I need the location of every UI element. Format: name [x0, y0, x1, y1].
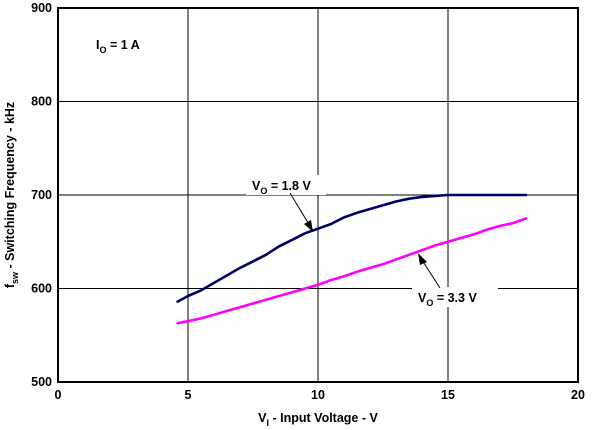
x-tick-label-1: 5	[185, 388, 192, 402]
label-arrow-line	[289, 192, 311, 227]
plot-frame	[57, 7, 579, 383]
x-tick-label-3: 15	[441, 388, 455, 402]
x-tick-labels: 0 5 10 15 20	[55, 388, 585, 402]
series-label-vo-3-3: VO = 3.3 V	[412, 253, 498, 308]
y-tick-label-1: 600	[31, 282, 52, 296]
condition-label: IO = 1 A	[96, 38, 140, 55]
x-tick-label-2: 10	[311, 388, 325, 402]
series-label-text: VO = 1.8 V	[252, 179, 311, 196]
label-arrow-line	[421, 259, 441, 289]
series-label-text: VO = 3.3 V	[418, 291, 477, 308]
label-background	[412, 287, 498, 307]
y-axis-title: fsw - Switching Frequency - kHz	[3, 102, 20, 288]
label-arrow-head	[304, 220, 313, 232]
y-tick-label-2: 700	[31, 188, 52, 202]
y-tick-labels: 500 600 700 800 900	[31, 1, 52, 389]
x-tick-label-4: 20	[571, 388, 585, 402]
x-axis-title: VI - Input Voltage - V	[258, 411, 378, 428]
label-background	[246, 175, 326, 195]
x-tick-label-0: 0	[55, 388, 62, 402]
series-lines	[176, 193, 528, 325]
y-tick-label-0: 500	[31, 375, 52, 389]
series-line-1	[176, 217, 528, 325]
series-line-0	[176, 193, 528, 303]
y-tick-label-3: 800	[31, 95, 52, 109]
y-tick-label-4: 900	[31, 1, 52, 15]
series-label-vo-1-8: VO = 1.8 V	[246, 175, 326, 232]
label-arrow-head	[418, 253, 427, 265]
